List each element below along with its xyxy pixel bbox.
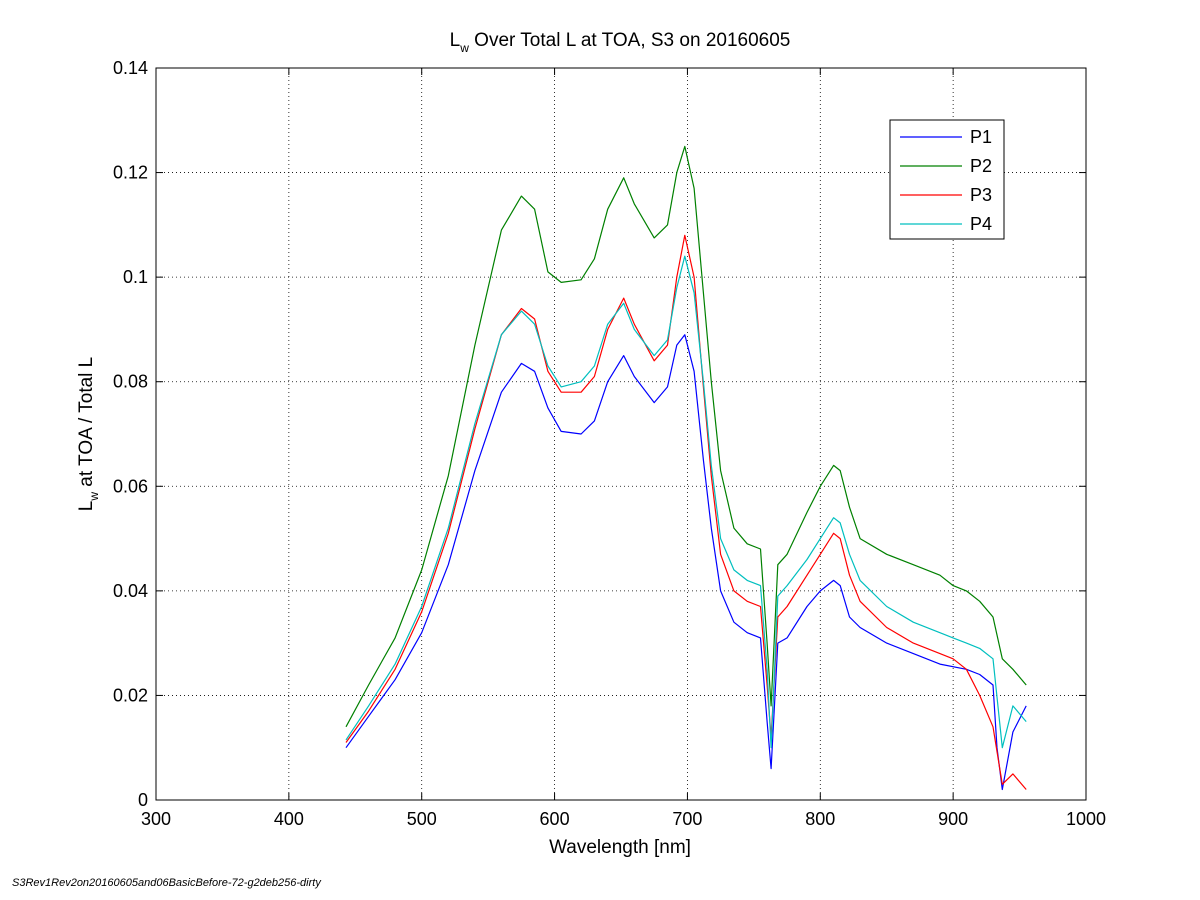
axes-box xyxy=(155,67,1087,801)
chart-title: Lw Over Total L at TOA, S3 on 20160605 xyxy=(450,30,791,55)
series-line-p1 xyxy=(345,334,1027,791)
y-tick-label: 0.02 xyxy=(113,685,148,705)
y-tick-label: 0.04 xyxy=(113,581,148,601)
series-line-p2 xyxy=(345,145,1027,728)
footer-text: S3Rev1Rev2on20160605and06BasicBefore-72-… xyxy=(12,877,321,889)
ticks: 300 400 500 600 700 800 900 1000 0 0.02 0.04 0.06 0.… xyxy=(113,58,1106,829)
y-label-main: L xyxy=(76,501,97,512)
legend-box xyxy=(889,119,1005,240)
legend-label-p3: P3 xyxy=(970,185,992,205)
x-tick-label: 700 xyxy=(672,809,702,829)
legend: P1 P2 P3 P4 xyxy=(889,119,1005,240)
chart-title-main: L xyxy=(450,30,461,51)
y-tick-label: 0.14 xyxy=(113,58,148,78)
y-label-rest: at TOA / Total L xyxy=(76,357,97,492)
x-tick-label: 600 xyxy=(540,809,570,829)
x-tick-label: 500 xyxy=(407,809,437,829)
x-tick-label: 1000 xyxy=(1066,809,1106,829)
legend-label-p1: P1 xyxy=(970,127,992,147)
series-group xyxy=(345,145,1027,791)
y-tick-label: 0.08 xyxy=(113,372,148,392)
legend-label-p4: P4 xyxy=(970,214,992,234)
x-tick-label: 800 xyxy=(805,809,835,829)
legend-label-p2: P2 xyxy=(970,156,992,176)
y-tick-label: 0 xyxy=(138,790,148,810)
chart-title-sub: w xyxy=(459,41,469,55)
y-tick-label: 0.06 xyxy=(113,476,148,496)
x-tick-label: 900 xyxy=(938,809,968,829)
y-tick-label: 0.12 xyxy=(113,163,148,183)
x-axis-label: Wavelength [nm] xyxy=(549,837,691,858)
series-line-p3 xyxy=(345,234,1027,790)
y-axis-label: Lw at TOA / Total L xyxy=(76,357,101,511)
x-tick-label: 300 xyxy=(141,809,171,829)
chart-title-rest: Over Total L at TOA, S3 on 20160605 xyxy=(469,30,790,51)
x-tick-label: 400 xyxy=(274,809,304,829)
series-line-p4 xyxy=(345,255,1027,749)
y-tick-label: 0.1 xyxy=(123,267,148,287)
grid xyxy=(156,68,1086,800)
y-label-sub: w xyxy=(87,492,101,502)
